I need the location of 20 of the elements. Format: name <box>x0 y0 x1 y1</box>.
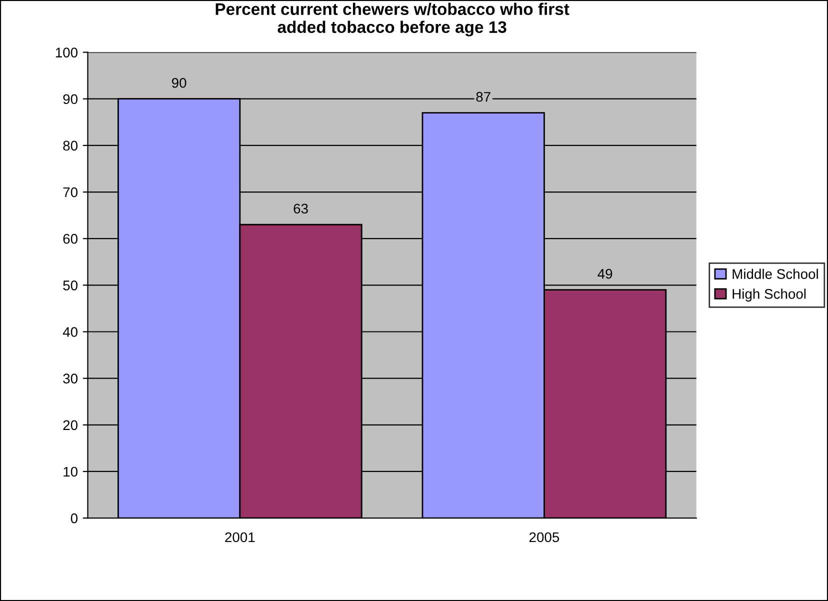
y-tick-label: 30 <box>63 374 78 384</box>
y-tick-label: 100 <box>56 48 78 58</box>
y-tick-label: 90 <box>63 94 78 104</box>
legend-label: High School <box>732 288 806 302</box>
data-label: 87 <box>476 92 490 102</box>
y-tick-label: 70 <box>63 187 78 198</box>
data-label: 63 <box>294 204 308 214</box>
data-label: 90 <box>172 78 186 88</box>
y-tick-label: 50 <box>63 280 78 290</box>
chart-title: Percent current chewers w/tobacco who first added tobacco before age 13 <box>216 2 570 36</box>
legend-label: Middle School <box>732 268 818 279</box>
y-tick-label: 60 <box>63 234 78 244</box>
y-tick-label: 80 <box>63 140 78 151</box>
data-label: 49 <box>598 268 612 279</box>
x-tick-label: 2005 <box>529 532 560 542</box>
y-tick-label: 0 <box>70 513 78 524</box>
x-tick-label: 2001 <box>225 532 255 542</box>
y-tick-label: 10 <box>64 466 78 477</box>
y-tick-label: 40 <box>62 327 78 337</box>
y-tick-label: 20 <box>63 420 78 430</box>
